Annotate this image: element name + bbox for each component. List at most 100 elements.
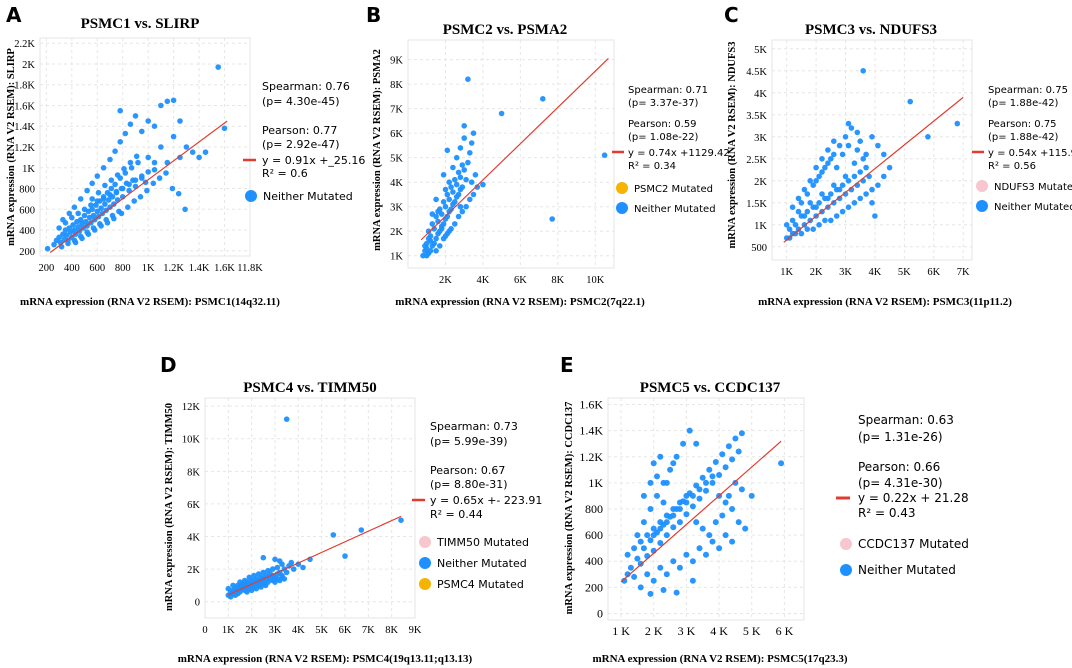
y-tick-label: 400 xyxy=(19,226,35,237)
data-point xyxy=(116,208,122,215)
y-axis-label: mRNA expression (RNA V2 RSEM): TIMM50 xyxy=(164,403,175,611)
data-point xyxy=(549,216,555,222)
data-point xyxy=(151,167,158,173)
data-point xyxy=(709,473,716,480)
data-point xyxy=(804,208,811,215)
data-point xyxy=(225,585,232,592)
data-point xyxy=(450,201,456,208)
data-point xyxy=(801,213,808,219)
data-point xyxy=(330,532,337,538)
y-tick-label: 1.2K xyxy=(579,450,603,464)
data-point xyxy=(70,222,76,228)
x-tick-label: 4K xyxy=(292,625,305,636)
data-point xyxy=(637,584,644,591)
data-point xyxy=(816,222,822,228)
pearson-label: Pearson: 0.66 xyxy=(858,460,940,474)
y-tick-label: 2K xyxy=(390,227,403,238)
data-point xyxy=(112,181,118,188)
data-point xyxy=(232,592,239,598)
data-point xyxy=(663,519,670,526)
y-tick-label: 4K xyxy=(390,178,403,189)
data-point xyxy=(839,151,846,158)
data-point xyxy=(463,176,469,183)
data-point xyxy=(706,532,713,539)
x-tick-label: 2K xyxy=(810,267,823,278)
legend: NDUFS3 Mutated Neither Mutated xyxy=(976,180,1072,213)
x-tick-label: 10K xyxy=(586,275,605,286)
data-point xyxy=(446,179,453,185)
x-tick-label: 3K xyxy=(269,625,282,636)
data-point xyxy=(683,511,690,518)
data-point xyxy=(807,178,813,184)
data-point xyxy=(425,235,432,242)
data-point xyxy=(164,98,171,105)
data-point xyxy=(66,210,73,217)
data-point xyxy=(845,142,852,149)
y-tick-label: 1.5K xyxy=(746,199,767,210)
data-point xyxy=(881,151,887,158)
spearman-p: (p= 1.88e-42) xyxy=(988,98,1059,109)
fit-equation: y = 0.54x +115.98 xyxy=(988,148,1072,159)
x-tick-label: 11.8K xyxy=(237,263,263,274)
data-point xyxy=(468,140,475,146)
legend: Neither Mutated xyxy=(245,190,353,203)
data-point xyxy=(795,208,802,215)
x-tick-label: 5 K xyxy=(743,624,761,638)
data-point xyxy=(274,576,281,582)
data-point xyxy=(459,162,466,168)
data-point xyxy=(132,113,139,119)
data-point xyxy=(440,172,447,178)
data-point xyxy=(100,196,107,202)
data-point xyxy=(457,145,464,151)
data-point xyxy=(807,200,813,206)
data-point xyxy=(450,189,456,195)
data-point xyxy=(94,208,101,215)
data-point xyxy=(189,149,196,155)
data-point xyxy=(452,221,458,227)
data-point xyxy=(722,499,729,506)
chart-title: PSMC4 vs. TIMM50 xyxy=(243,380,376,396)
data-point xyxy=(234,582,241,589)
data-point xyxy=(644,532,651,539)
data-point xyxy=(103,216,109,223)
data-point xyxy=(845,120,852,127)
data-point xyxy=(84,229,90,235)
data-point xyxy=(472,172,479,178)
y-tick-label: 600 xyxy=(19,205,35,216)
data-point xyxy=(459,208,466,215)
gridlines xyxy=(204,398,416,618)
data-point xyxy=(680,440,687,447)
legend-marker xyxy=(419,557,431,569)
y-axis-label: mRNA expression (RNA V2 RSEM): PSMA2 xyxy=(372,49,383,251)
data-point xyxy=(258,584,264,590)
data-point xyxy=(465,159,471,166)
data-point xyxy=(444,147,451,154)
data-point xyxy=(831,138,837,144)
data-point xyxy=(822,164,828,171)
data-point xyxy=(435,208,441,215)
data-point xyxy=(825,195,831,202)
y-axis: 200 400 600 800 1K 1.2K 1.4K 1.6K 1.8K 2K 2.2K xyxy=(14,39,35,258)
stats-box: Spearman: 0.63 (p= 1.31e-26) Pearson: 0.… xyxy=(836,413,969,520)
data-point xyxy=(453,194,460,200)
data-point xyxy=(722,532,729,539)
y-tick-label: 12K xyxy=(182,402,201,413)
y-tick-label: 200 xyxy=(585,580,603,594)
gridlines xyxy=(772,40,972,260)
data-point xyxy=(869,134,875,140)
data-point xyxy=(813,164,819,171)
data-point xyxy=(863,191,869,197)
data-point xyxy=(276,558,283,564)
data-point xyxy=(156,175,163,181)
y-tick-label: 1K xyxy=(390,252,403,263)
data-point xyxy=(650,460,657,467)
y-tick-label: 1.4K xyxy=(579,424,603,438)
data-point xyxy=(778,460,785,467)
x-tick-label: 4K xyxy=(869,267,882,278)
data-point xyxy=(425,228,432,234)
data-point xyxy=(738,430,745,437)
data-point xyxy=(102,182,108,189)
legend-marker xyxy=(419,536,431,548)
data-point xyxy=(828,191,834,197)
chart-title: PSMC3 vs. NDUFS3 xyxy=(805,22,937,38)
